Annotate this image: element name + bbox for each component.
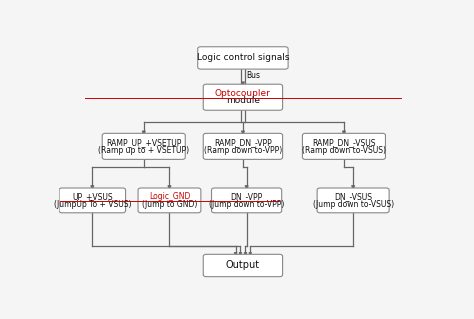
- Text: Output: Output: [226, 261, 260, 271]
- FancyBboxPatch shape: [203, 254, 283, 277]
- FancyBboxPatch shape: [102, 133, 185, 160]
- Text: (Ramp down to-VSUS): (Ramp down to-VSUS): [302, 145, 386, 154]
- FancyBboxPatch shape: [203, 133, 283, 160]
- Text: (Jump down to-VPP): (Jump down to-VPP): [209, 200, 284, 209]
- Text: (JumpUp To + VSUS): (JumpUp To + VSUS): [54, 200, 131, 209]
- Text: UP_+VSUS: UP_+VSUS: [72, 192, 113, 201]
- Text: (Jump to GND): (Jump to GND): [142, 200, 197, 209]
- FancyBboxPatch shape: [59, 188, 126, 213]
- FancyBboxPatch shape: [203, 84, 283, 110]
- Text: Logic control signals: Logic control signals: [197, 53, 289, 63]
- FancyBboxPatch shape: [198, 47, 288, 69]
- FancyBboxPatch shape: [138, 188, 201, 213]
- Text: RAMP_DN_-VPP: RAMP_DN_-VPP: [214, 138, 272, 147]
- Text: RAMP_DN_-VSUS: RAMP_DN_-VSUS: [312, 138, 376, 147]
- Text: (Ramp down to-VPP): (Ramp down to-VPP): [204, 145, 282, 154]
- FancyBboxPatch shape: [302, 133, 385, 160]
- Text: Logic_GND: Logic_GND: [149, 192, 190, 201]
- Text: module: module: [226, 96, 260, 105]
- Text: (Jump down to-VSUS): (Jump down to-VSUS): [312, 200, 394, 209]
- Text: (Ramp up to + VSETUP): (Ramp up to + VSETUP): [98, 145, 189, 154]
- Text: DN_-VSUS: DN_-VSUS: [334, 192, 372, 201]
- Text: Bus: Bus: [246, 71, 260, 80]
- Text: Optocoupler: Optocoupler: [215, 89, 271, 98]
- FancyBboxPatch shape: [317, 188, 389, 213]
- Text: RAMP_UP_+VSETUP: RAMP_UP_+VSETUP: [106, 138, 182, 147]
- FancyBboxPatch shape: [211, 188, 282, 213]
- Text: DN_-VPP: DN_-VPP: [230, 192, 263, 201]
